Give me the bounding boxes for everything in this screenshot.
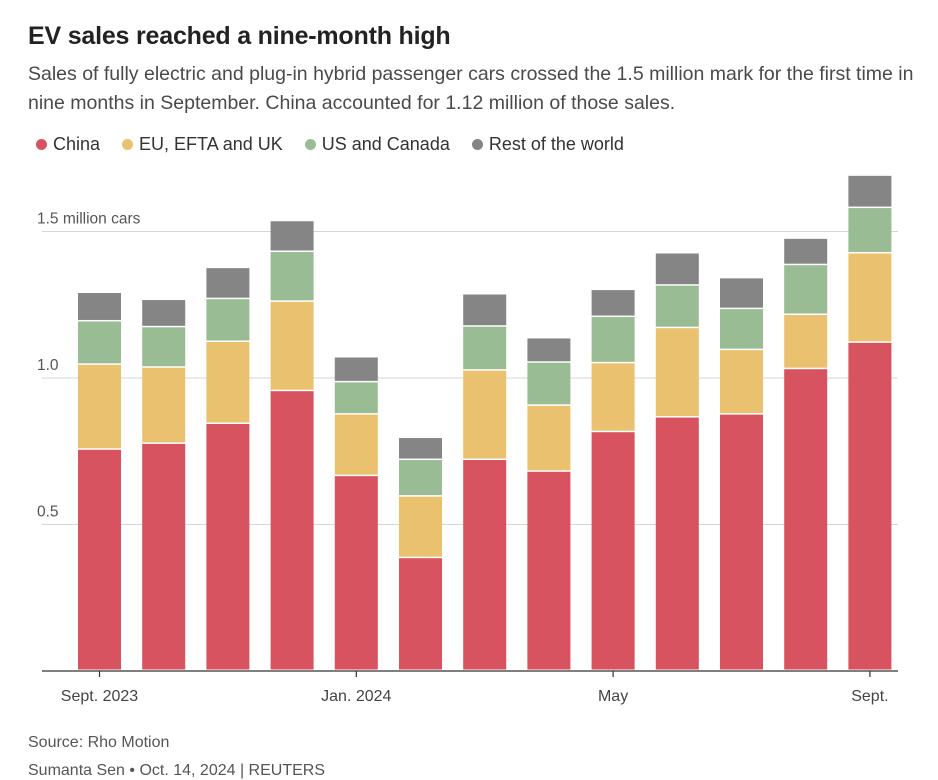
bar-segment-5-2 [399,460,442,496]
bar-segment-5-0 [399,558,442,670]
credit-line: Sumanta Sen • Oct. 14, 2024 | REUTERS [28,762,326,779]
bar-segment-7-0 [527,471,571,670]
legend-swatch-north-america [304,139,316,150]
y-tick-label-2: 1.5 million cars [37,211,141,228]
bar-segment-6-1 [463,370,507,459]
bar-stack-3 [270,221,314,670]
legend-item-rest-of-world: Rest of the world [471,134,624,155]
bar-segment-11-1 [784,315,828,368]
bar-segment-3-1 [270,301,314,390]
bar-stack-9 [655,253,699,670]
stacked-bar-chart: 0.5 1.0 1.5 million cars Sept. 2023 Jan. 20… [37,175,898,705]
bar-segment-6-3 [463,294,507,326]
bar-segment-0-3 [78,293,121,320]
chart-subtitle: Sales of fully electric and plug-in hybr… [28,63,914,114]
legend-label-rest-of-world: Rest of the world [488,134,624,154]
bar-segment-10-0 [720,414,763,670]
source-note: Source: Rho Motion [28,734,170,751]
bar-segment-3-2 [270,252,314,301]
legend-label-europe: EU, EFTA and UK [139,134,283,154]
bar-segment-7-1 [527,405,571,471]
bar-segment-1-2 [142,327,186,367]
legend-swatch-europe [122,139,134,150]
legend-swatch-china [36,139,47,150]
bar-segment-9-3 [655,253,699,285]
x-axis: Sept. 2023 Jan. 2024 May Sept. [42,670,898,705]
legend: China EU, EFTA and UK US and Canada Rest… [36,134,624,155]
legend-item-china: China [36,134,100,155]
bar-segment-2-2 [206,299,250,341]
chart-title: EV sales reached a nine-month high [28,22,451,50]
y-axis-labels: 0.5 1.0 1.5 million cars [37,211,141,521]
bar-segment-8-2 [591,317,635,362]
legend-label-north-america: US and Canada [321,134,450,154]
bar-stack-12 [848,175,892,670]
legend-item-europe: EU, EFTA and UK [122,134,283,155]
bar-stack-2 [206,268,250,670]
bar-segment-3-0 [270,391,314,670]
y-tick-label-1: 1.0 [37,357,59,374]
bar-segment-2-1 [206,341,250,423]
bar-segment-10-1 [720,350,763,414]
bar-segment-2-3 [206,268,250,298]
bar-segment-5-3 [399,438,442,459]
bar-segment-0-2 [78,321,121,364]
legend-label-china: China [53,134,101,154]
bar-stack-5 [399,438,442,670]
bar-segment-5-1 [399,496,442,557]
bar-stack-1 [142,300,186,670]
x-tick-label-1: Jan. 2024 [321,688,391,705]
bar-segment-6-0 [463,460,507,670]
bar-segment-11-0 [784,369,828,670]
bar-segment-7-2 [527,362,571,405]
x-tick-label-3: Sept. [851,688,888,705]
bar-segment-10-3 [720,278,763,308]
bar-segment-11-3 [784,238,828,264]
bar-segment-0-1 [78,364,121,449]
bar-segment-10-2 [720,309,763,349]
legend-item-north-america: US and Canada [304,134,450,155]
bar-segment-12-2 [848,208,892,252]
bar-stack-7 [527,338,571,670]
x-tick-label-0: Sept. 2023 [61,688,139,705]
x-tick-label-2: May [598,688,628,705]
bar-segment-9-2 [655,285,699,327]
bar-segment-12-3 [848,175,892,207]
bar-segment-8-3 [591,290,635,316]
bar-segment-8-0 [591,432,635,670]
bars [78,175,892,670]
bar-stack-8 [591,290,635,670]
bar-segment-2-0 [206,424,250,670]
bar-segment-1-3 [142,300,186,326]
y-tick-label-0: 0.5 [37,504,59,521]
bar-segment-7-3 [527,338,571,362]
legend-swatch-rest-of-world [471,139,483,150]
bar-segment-12-1 [848,253,892,342]
bar-stack-10 [720,278,763,670]
bar-segment-4-2 [334,382,378,414]
bar-stack-4 [334,357,378,670]
bar-segment-4-0 [334,476,378,670]
bar-segment-1-0 [142,443,186,670]
bar-segment-8-1 [591,363,635,431]
bar-segment-0-0 [78,449,121,670]
bar-segment-6-2 [463,326,507,370]
bar-segment-3-3 [270,221,314,251]
bar-stack-6 [463,294,507,670]
bar-segment-1-1 [142,367,186,443]
bar-segment-4-1 [334,414,378,475]
bar-stack-11 [784,238,828,670]
bar-stack-0 [78,293,121,670]
bar-segment-11-2 [784,265,828,314]
bar-segment-9-0 [655,417,699,670]
bar-segment-4-3 [334,357,378,381]
bar-segment-12-0 [848,342,892,670]
bar-segment-9-1 [655,328,699,417]
